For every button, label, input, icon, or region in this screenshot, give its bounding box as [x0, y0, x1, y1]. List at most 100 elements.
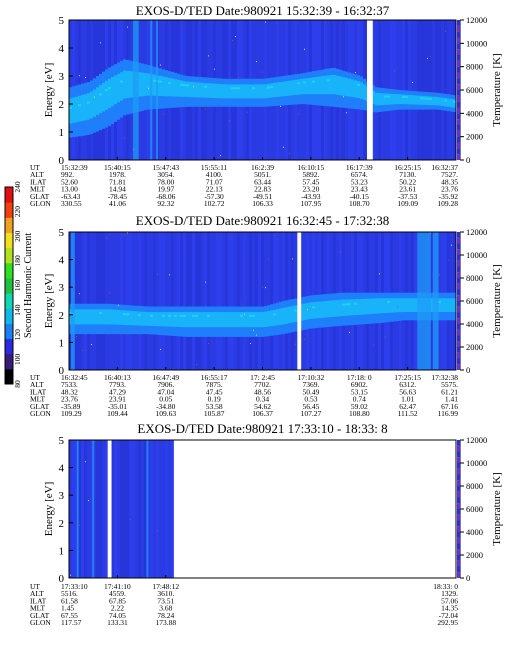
band-inner: [327, 75, 330, 95]
table-cell: -57.30: [204, 192, 224, 201]
spectrogram-column: [258, 232, 261, 370]
spectrogram-column: [150, 440, 153, 578]
band-inner: [441, 298, 444, 313]
table-cell: 47.04: [157, 387, 174, 396]
temperature-scale-segment: [457, 66, 460, 73]
colorbar-segment: [5, 187, 13, 203]
band-inner: [372, 90, 375, 105]
y-tick-label: 2: [59, 310, 65, 322]
band-peak: [159, 80, 162, 83]
vertical-streak: [156, 20, 159, 160]
spectrogram-column: [186, 232, 189, 370]
band-inner: [246, 84, 249, 99]
spectrogram-column: [84, 440, 87, 578]
table-cell: -35.89: [61, 402, 81, 411]
band-inner: [96, 309, 99, 325]
band-peak: [426, 97, 429, 100]
colorbar-tick-label: 80: [13, 380, 22, 388]
temperature-scale-segment: [457, 491, 460, 498]
vertical-streak: [132, 20, 139, 160]
temperature-scale-segment: [457, 341, 460, 347]
spectrogram-column: [444, 20, 447, 160]
data-gap: [366, 20, 373, 160]
noise-dot: [79, 75, 80, 77]
band-inner: [153, 312, 156, 327]
y-axis-label: Energy [eV]: [43, 482, 55, 536]
spectrogram-column: [168, 440, 171, 578]
table-cell: 48.32: [61, 387, 78, 396]
y-tick-label: 5: [59, 15, 65, 27]
band-inner: [141, 72, 144, 97]
band-inner: [387, 93, 390, 105]
band-peak: [387, 301, 390, 303]
noise-dot: [88, 500, 89, 502]
band-inner: [243, 84, 246, 99]
band-inner: [105, 309, 108, 325]
band-inner: [315, 76, 318, 95]
temperature-scale-segment: [457, 49, 460, 55]
table-cell: 16:25:15: [394, 163, 421, 172]
spectrogram-column: [246, 232, 249, 370]
temperature-scale-segment: [457, 457, 460, 463]
band-inner: [171, 312, 174, 327]
spectrogram-column: [108, 232, 111, 370]
band-inner: [309, 77, 312, 95]
colorbar: 80 100 120 140 160 180 200 220 240 Second Harmoni…: [4, 181, 34, 388]
band-inner: [219, 84, 222, 99]
noise-dot: [244, 313, 245, 315]
band-inner: [444, 98, 447, 107]
spectrogram-column: [252, 232, 255, 370]
band-peak: [186, 84, 189, 87]
band-inner: [216, 83, 219, 99]
noise-dot: [256, 334, 257, 336]
noise-dot: [280, 105, 281, 107]
band-peak: [384, 95, 387, 98]
y2-tick-label: 0: [466, 573, 470, 583]
table-cell: 16:47:49: [152, 373, 179, 382]
table-cell: 23.76: [61, 395, 78, 404]
band-inner: [354, 80, 357, 98]
colorbar-tick-label: 200: [13, 230, 22, 242]
colorbar-segment: [5, 353, 13, 370]
spectrogram-column: [408, 20, 411, 160]
band-inner: [213, 83, 216, 99]
band-inner: [318, 76, 321, 95]
table-cell: 23.20: [302, 185, 319, 194]
table-cell: 6902.: [351, 380, 368, 389]
y-axis-label: Energy [eV]: [43, 274, 55, 328]
band-inner: [129, 310, 132, 326]
band-inner: [123, 310, 126, 326]
band-inner: [177, 312, 180, 327]
spectrogram-column: [426, 20, 429, 160]
table-row-label: ILAT: [30, 177, 47, 186]
band-inner: [150, 312, 153, 326]
band-inner: [141, 311, 144, 326]
band-inner: [258, 84, 261, 99]
panel-title: EXOS-D/TED Date:980921 16:32:45 - 17:32:…: [136, 213, 389, 228]
y2-tick-label: 0: [466, 365, 470, 375]
colorbar-segment: [5, 217, 13, 233]
band-inner: [372, 298, 375, 314]
vertical-streak: [146, 440, 149, 578]
noise-dot: [118, 304, 119, 306]
band-inner: [300, 304, 303, 321]
y-tick-label: 0: [59, 573, 65, 585]
band-inner: [450, 298, 453, 313]
spectrogram-column: [90, 232, 93, 370]
noise-dot: [130, 518, 131, 520]
temperature-scale-segment: [457, 243, 460, 250]
band-inner: [207, 312, 210, 328]
band-inner: [234, 84, 237, 99]
spectrogram-column: [267, 232, 270, 370]
noise-dot: [289, 152, 290, 154]
table-cell: -34.80: [156, 402, 176, 411]
table-cell: 7793.: [109, 380, 126, 389]
colorbar-tick-label: 140: [13, 304, 22, 316]
y-tick-label: 4: [59, 463, 65, 475]
table-cell: 4559.: [109, 589, 126, 598]
table-cell: -72.04: [439, 611, 459, 620]
noise-dot: [430, 55, 431, 57]
temperature-scale-segment: [457, 130, 460, 137]
band-inner: [114, 309, 117, 325]
table-cell: 3.68: [159, 604, 172, 613]
